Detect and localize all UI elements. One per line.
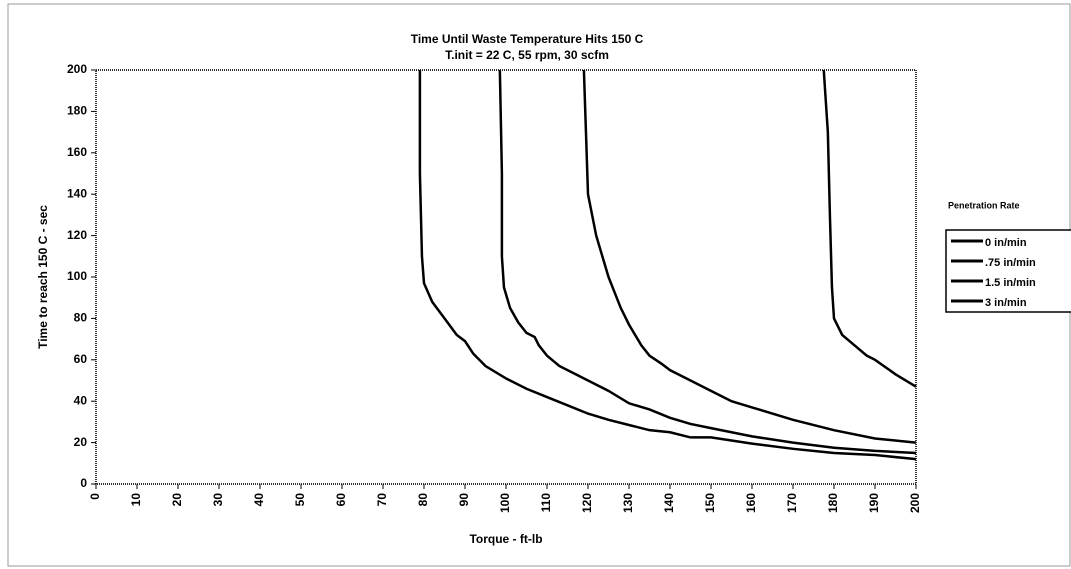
y-tick-label: 60: [74, 352, 88, 366]
y-tick-label: 0: [80, 476, 87, 490]
x-tick-label: 160: [744, 493, 758, 513]
x-tick-label: 170: [785, 493, 799, 513]
x-tick-label: 150: [703, 493, 717, 513]
x-tick-label: 60: [334, 493, 348, 507]
y-tick-label: 20: [74, 435, 88, 449]
y-tick-label: 140: [67, 186, 87, 200]
y-tick-label: 160: [67, 145, 87, 159]
x-tick-label: 50: [293, 493, 307, 507]
y-tick-label: 120: [67, 228, 87, 242]
legend-label: .75 in/min: [985, 257, 1036, 269]
legend-label: 3 in/min: [985, 297, 1027, 309]
x-tick-label: 80: [416, 493, 430, 507]
chart-title: Time Until Waste Temperature Hits 150 C: [411, 32, 644, 46]
x-tick-label: 110: [539, 493, 553, 513]
x-tick-label: 180: [826, 493, 840, 513]
y-axis-label: Time to reach 150 C - sec: [36, 205, 50, 349]
x-tick-label: 120: [580, 493, 594, 513]
chart-subtitle: T.init = 22 C, 55 rpm, 30 scfm: [445, 48, 609, 62]
x-tick-label: 140: [662, 493, 676, 513]
x-tick-label: 0: [88, 493, 102, 500]
x-tick-label: 40: [252, 493, 266, 507]
chart-frame: [7, 3, 1071, 567]
series-line: [498, 69, 917, 455]
x-tick-label: 100: [498, 493, 512, 513]
x-tick-label: 20: [170, 493, 184, 507]
series-line: [822, 69, 917, 388]
x-tick-label: 30: [211, 493, 225, 507]
x-axis-label: Torque - ft-lb: [469, 532, 542, 546]
y-tick-label: 40: [74, 393, 88, 407]
x-tick-label: 130: [621, 493, 635, 513]
y-tick-label: 200: [67, 62, 87, 76]
y-tick-label: 180: [67, 104, 87, 118]
x-tick-label: 70: [375, 493, 389, 507]
x-tick-label: 10: [129, 493, 143, 507]
plot-border: [95, 69, 917, 485]
legend-box: [945, 229, 1071, 313]
x-tick-label: 190: [867, 493, 881, 513]
legend-title: Penetration Rate: [948, 200, 1020, 210]
legend-label: 0 in/min: [985, 237, 1027, 249]
series-line: [582, 69, 917, 444]
x-tick-label: 200: [908, 493, 922, 513]
y-tick-label: 100: [67, 269, 87, 283]
series-line: [418, 70, 917, 461]
y-tick-label: 80: [74, 311, 88, 325]
x-tick-label: 90: [457, 493, 471, 507]
legend-label: 1.5 in/min: [985, 277, 1036, 289]
